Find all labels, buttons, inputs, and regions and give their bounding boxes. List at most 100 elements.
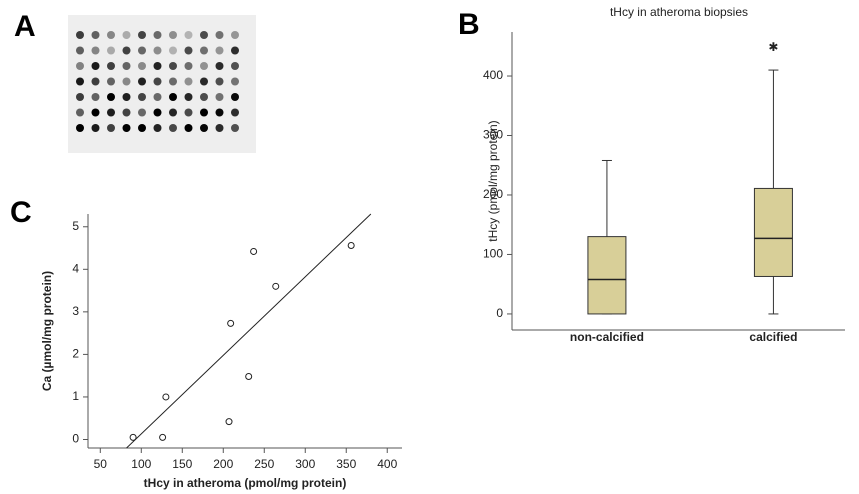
x-tick-label: 150 — [172, 457, 192, 471]
blot-dot — [123, 109, 131, 117]
blot-dot — [123, 62, 131, 70]
blot-dot — [123, 78, 131, 86]
y-tick-label: 0 — [496, 306, 503, 320]
y-tick-label: 4 — [72, 261, 79, 275]
blot-dot — [138, 109, 146, 117]
blot-dot — [107, 31, 115, 39]
blot-dot — [216, 47, 224, 55]
blot-dot — [123, 124, 131, 132]
blot-dot — [200, 109, 208, 117]
blot-dot — [76, 62, 84, 70]
y-tick-label: 2 — [72, 347, 79, 361]
panel-label: C — [10, 196, 32, 229]
blot-dot — [200, 62, 208, 70]
blot-dot — [154, 109, 162, 117]
blot-dot — [107, 78, 115, 86]
blot-dot — [138, 93, 146, 101]
panel-label: B — [458, 8, 480, 41]
y-axis-label: Ca (µmol/mg protein) — [40, 271, 54, 391]
trendline — [127, 214, 371, 448]
blot-dot — [231, 93, 239, 101]
blot-dot — [169, 78, 177, 86]
blot-dot — [92, 93, 100, 101]
blot-dot — [200, 78, 208, 86]
blot-dot — [200, 31, 208, 39]
x-tick-label: 300 — [295, 457, 315, 471]
annotation: ✱ — [768, 40, 778, 54]
blot-dot — [76, 47, 84, 55]
blot-dot — [216, 78, 224, 86]
x-tick-label: 100 — [131, 457, 151, 471]
x-tick-label: 200 — [213, 457, 233, 471]
blot-dot — [107, 124, 115, 132]
blot-dot — [231, 124, 239, 132]
y-tick-label: 3 — [72, 304, 79, 318]
blot-dot — [169, 62, 177, 70]
blot-dot — [169, 47, 177, 55]
point — [130, 434, 136, 440]
x-tick-label: calcified — [749, 330, 797, 344]
blot-dot — [200, 93, 208, 101]
blot-dot — [138, 62, 146, 70]
blot-dot — [154, 124, 162, 132]
blot-dot — [92, 31, 100, 39]
blot-dot — [123, 31, 131, 39]
blot-dot — [92, 78, 100, 86]
point — [251, 248, 257, 254]
y-tick-label: 5 — [72, 219, 79, 233]
blot-dot — [200, 124, 208, 132]
x-tick-label: 350 — [336, 457, 356, 471]
blot-dot — [231, 31, 239, 39]
blot-dot — [138, 47, 146, 55]
blot-dot — [185, 109, 193, 117]
blot-dot — [185, 62, 193, 70]
blot-dot — [154, 62, 162, 70]
y-tick-label: 100 — [483, 247, 503, 261]
blot-dot — [92, 62, 100, 70]
y-tick-label: 0 — [72, 432, 79, 446]
panel-label: A — [14, 10, 36, 43]
figure: ABtHcy in atheroma biopsies0100200300400… — [0, 0, 859, 494]
point — [348, 242, 354, 248]
blot-dot — [154, 93, 162, 101]
x-tick-label: 400 — [377, 457, 397, 471]
blot-dot — [107, 93, 115, 101]
x-axis-label: tHcy in atheroma (pmol/mg protein) — [144, 476, 347, 490]
y-axis-label: tHcy (pmol/mg protein) — [486, 120, 500, 241]
point — [273, 283, 279, 289]
blot-dot — [169, 109, 177, 117]
blot-dot — [185, 93, 193, 101]
blot-dot — [216, 109, 224, 117]
x-tick-label: non-calcified — [570, 330, 644, 344]
blot-dot — [231, 109, 239, 117]
blot-dot — [123, 47, 131, 55]
blot-dot — [138, 31, 146, 39]
point — [246, 374, 252, 380]
blot-dot — [231, 78, 239, 86]
point — [160, 434, 166, 440]
point — [226, 419, 232, 425]
blot-dot — [154, 31, 162, 39]
blot-dot — [92, 124, 100, 132]
blot-dot — [107, 62, 115, 70]
blot-dot — [138, 124, 146, 132]
blot-dot — [185, 31, 193, 39]
box — [754, 188, 792, 276]
blot-dot — [154, 78, 162, 86]
point — [228, 320, 234, 326]
blot-dot — [76, 31, 84, 39]
blot-dot — [185, 47, 193, 55]
blot-dot — [107, 109, 115, 117]
blot-dot — [216, 62, 224, 70]
blot-dot — [107, 47, 115, 55]
x-tick-label: 50 — [94, 457, 108, 471]
blot-dot — [92, 47, 100, 55]
blot-dot — [154, 47, 162, 55]
blot-dot — [169, 31, 177, 39]
blot-dot — [76, 78, 84, 86]
blot-dot — [123, 93, 131, 101]
box — [588, 237, 626, 314]
blot-dot — [185, 78, 193, 86]
blot-dot — [200, 47, 208, 55]
blot-dot — [76, 93, 84, 101]
